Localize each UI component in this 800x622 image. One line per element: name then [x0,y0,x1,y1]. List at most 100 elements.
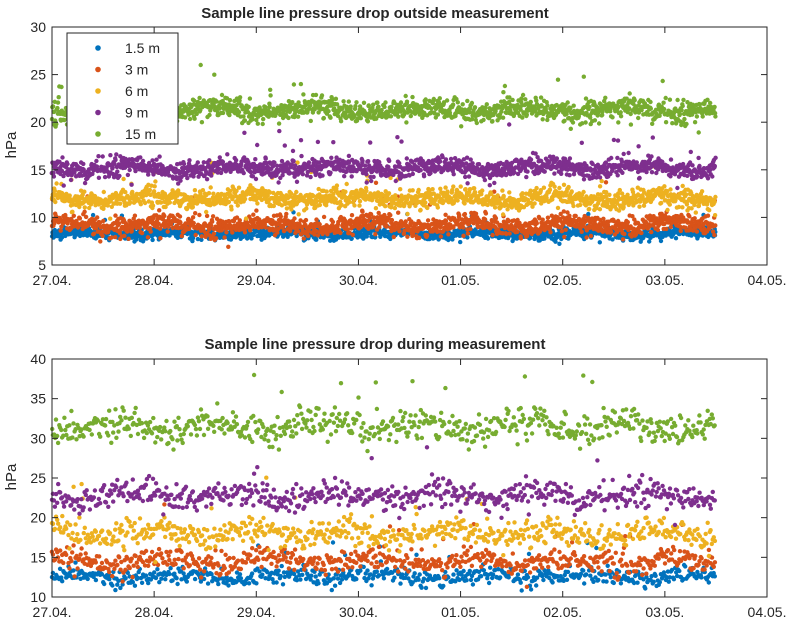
data-point [507,190,512,195]
data-point [278,214,283,219]
data-point [668,187,673,192]
data-point [435,205,440,210]
data-point [296,212,301,217]
data-point [603,180,609,185]
data-point [457,213,462,218]
data-point [177,214,183,219]
data-point [425,233,430,238]
data-point [254,208,259,213]
data-point [664,226,669,232]
data-point [404,156,409,161]
data-point [405,234,410,239]
data-point [360,209,365,214]
data-point [421,174,427,179]
data-point [540,217,545,222]
data-point [396,210,401,215]
data-point [300,172,305,177]
data-point [204,177,210,182]
data-point [713,223,718,228]
data-point [217,166,222,172]
chart-panel-outside: Sample line pressure drop outside measur… [3,5,786,288]
data-point [191,220,196,226]
data-point [117,173,122,179]
data-point [242,130,247,135]
data-point [383,204,388,209]
data-point [542,236,547,241]
data-point [187,158,192,163]
data-point [364,188,369,194]
data-point [443,212,448,217]
data-point [331,140,336,145]
data-point [446,232,451,237]
data-point [321,214,327,220]
data-point [373,180,379,185]
data-point [472,186,477,191]
data-point [217,155,222,160]
data-point [667,202,672,207]
data-point [680,183,685,189]
data-point [418,207,423,213]
data-point [455,198,460,203]
data-point [485,236,491,241]
data-point [659,200,664,206]
data-point [534,185,539,191]
data-point [299,153,304,159]
data-point [314,198,319,204]
data-point [658,238,664,244]
data-point [561,182,567,187]
data-point [625,220,630,225]
data-point [181,161,187,167]
data-point [445,189,450,194]
data-point [95,215,100,220]
data-point [387,158,392,164]
data-point [552,184,557,189]
data-point [328,170,333,175]
data-point [77,216,83,221]
data-point [292,216,297,221]
data-point [462,211,468,217]
data-point [101,218,106,224]
data-point [81,161,86,167]
data-point [90,212,96,218]
data-point [157,208,162,213]
data-point [450,237,455,242]
data-point [52,188,57,193]
data-point [483,211,489,216]
data-point [158,236,163,241]
data-point [373,206,379,211]
data-point [500,188,505,193]
data-point [462,201,467,206]
data-point [616,208,622,213]
data-point [294,189,299,195]
data-point [684,192,689,197]
data-point [607,192,612,197]
data-point [289,207,294,212]
data-point [304,206,309,211]
data-point [687,214,692,219]
data-point [70,209,75,214]
data-point [314,217,319,222]
data-point [330,219,336,225]
data-point [518,236,524,241]
data-point [208,185,213,190]
data-point [573,213,578,219]
data-point [398,187,403,192]
data-point [138,155,143,160]
data-point [395,135,400,140]
data-point [100,233,105,239]
data-point [620,237,626,242]
data-point [235,203,240,208]
data-point [190,215,196,220]
data-point [195,160,200,165]
data-point [157,154,162,159]
data-point [410,188,415,193]
data-point [369,178,374,184]
data-point [707,208,712,213]
data-point [482,217,488,222]
data-point [91,231,97,236]
data-point [82,205,88,210]
data-point [284,211,289,217]
data-point [228,237,234,242]
data-point [211,231,217,236]
